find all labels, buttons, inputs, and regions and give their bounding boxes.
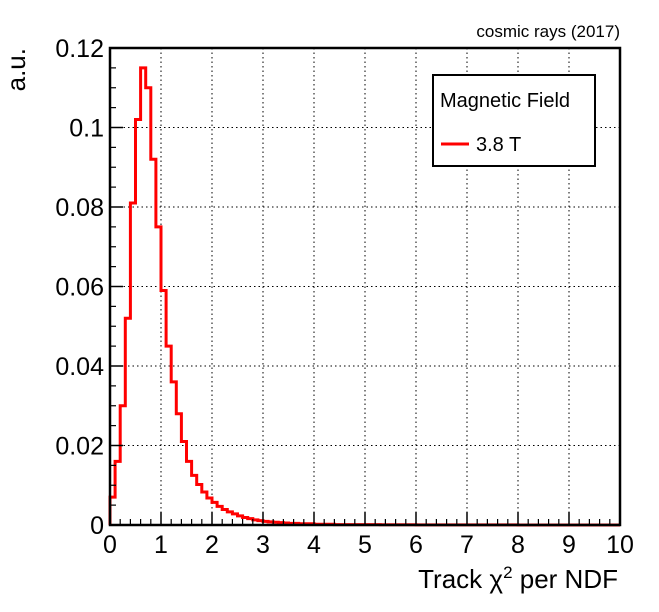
- y-axis-label: a.u.: [1, 48, 31, 91]
- x-axis-label-sup: 2: [503, 563, 512, 582]
- x-tick-label: 6: [409, 531, 423, 559]
- x-tick-label: 3: [256, 531, 270, 559]
- x-tick-label: 5: [358, 531, 372, 559]
- legend-title: Magnetic Field: [440, 90, 570, 112]
- legend: Magnetic Field 3.8 T: [432, 74, 596, 167]
- y-tick-label: 0.08: [55, 194, 104, 222]
- x-tick-label: 8: [511, 531, 525, 559]
- y-tick-label: 0.12: [55, 35, 104, 63]
- legend-box: [432, 74, 596, 167]
- x-tick-label: 4: [307, 531, 321, 559]
- x-tick-label: 10: [606, 531, 634, 559]
- x-axis-label: Track χ2 per NDF: [418, 563, 618, 594]
- axis-ticks: [109, 47, 621, 526]
- y-tick-label: 0.04: [55, 353, 104, 381]
- x-tick-label: 7: [460, 531, 474, 559]
- x-axis-label-prefix: Track: [418, 564, 489, 594]
- x-tick-labels: 0 1 2 3 4 5 6 7 8 9 10: [103, 531, 634, 559]
- legend-entry-label: 3.8 T: [476, 134, 521, 156]
- y-tick-label: 0.02: [55, 433, 104, 461]
- y-tick-labels: 0 0.02 0.04 0.06 0.08 0.1 0.12: [55, 35, 104, 540]
- y-tick-label: 0.06: [55, 274, 104, 302]
- x-axis-label-suffix: per NDF: [513, 564, 618, 594]
- y-tick-label: 0.1: [69, 115, 104, 143]
- x-tick-label: 0: [103, 531, 117, 559]
- x-axis-label-symbol: χ: [489, 564, 503, 594]
- x-tick-label: 9: [562, 531, 576, 559]
- y-tick-label: 0: [90, 512, 104, 540]
- x-tick-label: 1: [154, 531, 168, 559]
- annotation: cosmic rays (2017): [476, 22, 620, 41]
- x-tick-label: 2: [205, 531, 219, 559]
